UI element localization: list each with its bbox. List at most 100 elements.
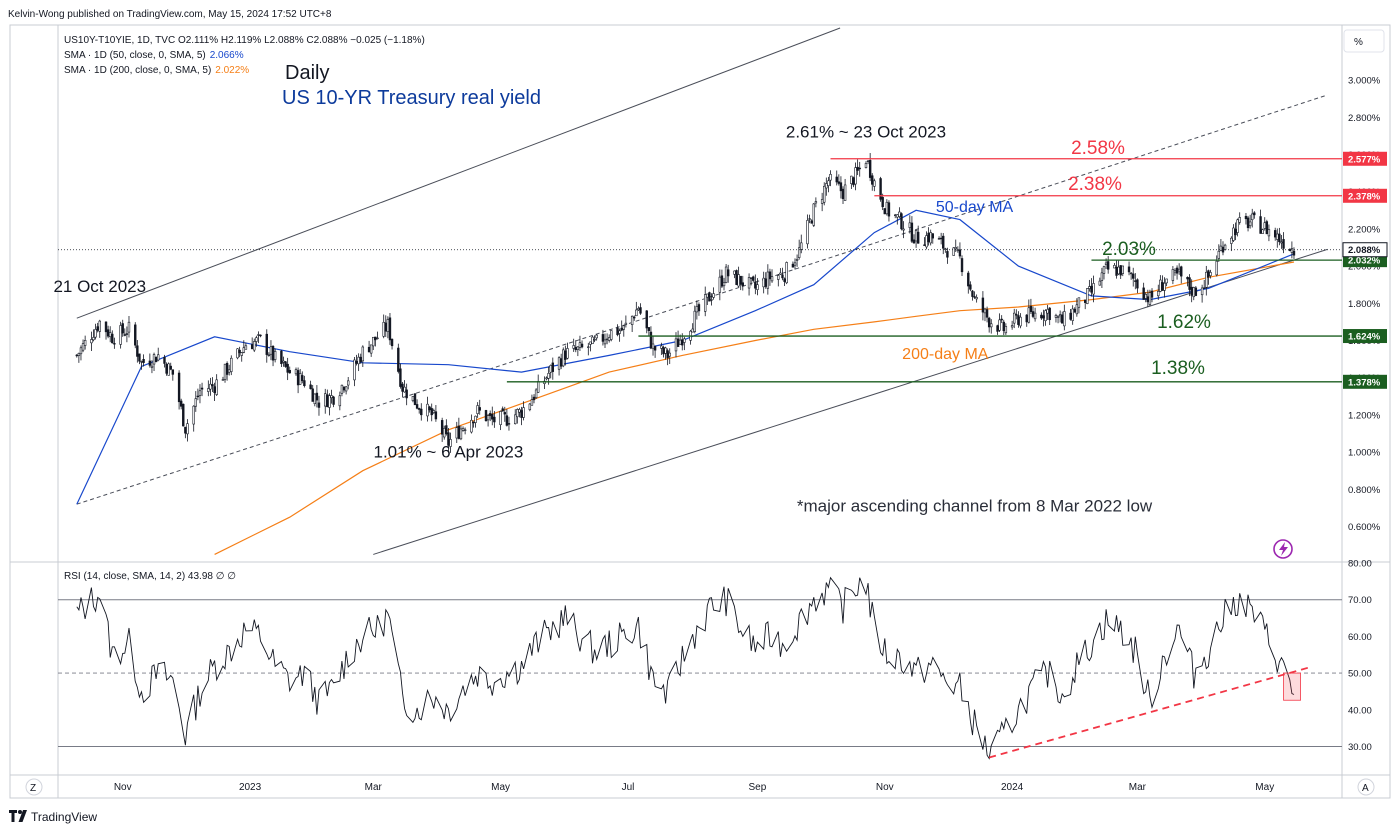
candle-body	[562, 349, 565, 367]
candle-body	[1042, 315, 1045, 319]
candle-body	[177, 372, 181, 403]
candle	[756, 278, 759, 296]
candle-body	[783, 278, 786, 282]
candle	[104, 321, 108, 340]
candle-body	[163, 356, 166, 364]
price-axis[interactable]: 0.600%0.800%1.000%1.200%1.400%1.600%1.80…	[1342, 76, 1388, 533]
sma50-legend[interactable]: SMA · 1D (50, close, 0, SMA, 5) 2.066%	[64, 50, 244, 61]
candle	[303, 375, 306, 388]
candle-body	[649, 331, 653, 349]
candle-body	[113, 343, 116, 345]
candle-body	[674, 338, 678, 352]
candle-body	[294, 369, 298, 375]
candle-body	[708, 292, 711, 302]
candle	[931, 233, 934, 244]
candle	[887, 200, 891, 222]
candle-body	[445, 425, 448, 435]
candle	[635, 301, 638, 317]
candle-body	[286, 363, 289, 373]
candle-body	[647, 327, 651, 332]
channel-lines	[76, 27, 1328, 555]
candle-body	[388, 317, 392, 341]
annotation: 1.01% ~ 6 Apr 2023	[374, 443, 524, 462]
candle-body	[572, 345, 575, 349]
candle-body	[157, 354, 160, 361]
candle-body	[528, 403, 532, 411]
candle-body	[1119, 265, 1122, 276]
candle-body	[1157, 291, 1160, 297]
candle	[244, 342, 248, 350]
candle	[491, 406, 494, 426]
candle	[215, 374, 218, 396]
candle	[157, 347, 160, 362]
candle	[167, 362, 170, 376]
candle	[1077, 297, 1081, 314]
horizontal-levels: 2.58% 2.38% 2.03% 1.62% 1.38%	[58, 138, 1342, 383]
candle-body	[1261, 229, 1264, 234]
candle	[177, 370, 181, 410]
candle-body	[461, 428, 465, 431]
candle-body	[820, 199, 824, 204]
candle-body	[209, 383, 212, 390]
candle-body	[927, 232, 930, 243]
candle	[461, 426, 465, 432]
candle	[501, 406, 504, 412]
candle-body	[908, 222, 912, 228]
candle	[883, 208, 886, 215]
candle-body	[1177, 268, 1181, 272]
candle-body	[426, 403, 429, 417]
candle	[1248, 214, 1252, 229]
candle	[225, 361, 229, 381]
auto-scale-button[interactable]	[1357, 778, 1375, 796]
candle	[532, 394, 536, 404]
candle-body	[797, 247, 801, 258]
candle	[752, 275, 755, 283]
candle-body	[939, 237, 943, 240]
candle-body	[1000, 318, 1003, 321]
rsi-tick-label: 30.00	[1348, 742, 1372, 753]
price-scale-unit-button[interactable]	[1343, 29, 1385, 53]
candle	[138, 353, 141, 365]
candle-body	[198, 390, 202, 396]
candle	[136, 340, 139, 363]
candle	[1142, 282, 1145, 300]
candle	[420, 403, 423, 421]
candle	[781, 267, 784, 281]
candle	[916, 225, 920, 244]
candle	[1029, 298, 1033, 314]
candle-body	[196, 395, 200, 398]
chart-frame	[9, 24, 1391, 799]
candle	[958, 242, 962, 259]
candle-body	[662, 347, 665, 355]
candle-body	[1223, 244, 1227, 250]
candle	[182, 403, 185, 427]
rsi-legend[interactable]: RSI (14, close, SMA, 14, 2) 43.98 ∅ ∅	[64, 571, 236, 582]
rsi-axis[interactable]: 30.00 40.00 50.00 60.00 70.00 80.00	[1348, 559, 1372, 753]
candle	[649, 326, 653, 350]
rsi-tick-label: 50.00	[1348, 669, 1372, 680]
candle-body	[1175, 267, 1179, 274]
candle-body	[1244, 215, 1248, 220]
candle	[1194, 285, 1198, 297]
candle-body	[894, 214, 897, 216]
candle	[827, 176, 830, 193]
candle-body	[576, 346, 580, 350]
candle	[1127, 261, 1131, 276]
candle	[1071, 305, 1074, 325]
time-axis[interactable]: Nov 2023 Mar May Jul Sep Nov 2024 Mar May	[114, 782, 1274, 793]
price-tag: 1.378%	[1343, 374, 1387, 389]
candle-body	[987, 317, 991, 328]
candle-body	[1033, 312, 1037, 320]
candle-body	[1010, 325, 1014, 328]
sma200-legend[interactable]: SMA · 1D (200, close, 0, SMA, 5) 2.022%	[64, 65, 249, 76]
candle-body	[1027, 307, 1031, 323]
candle-body	[470, 419, 473, 433]
candle-body	[324, 393, 327, 407]
symbol-legend[interactable]: US10Y-T10YIE, 1D, TVC O2.111% H2.119% L2…	[64, 35, 425, 46]
candle-body	[1217, 250, 1221, 259]
candle-body	[296, 370, 300, 386]
zoom-button[interactable]	[25, 778, 43, 796]
lightning-icon[interactable]	[1273, 539, 1293, 559]
candle-body	[620, 327, 623, 331]
candle	[785, 261, 788, 285]
